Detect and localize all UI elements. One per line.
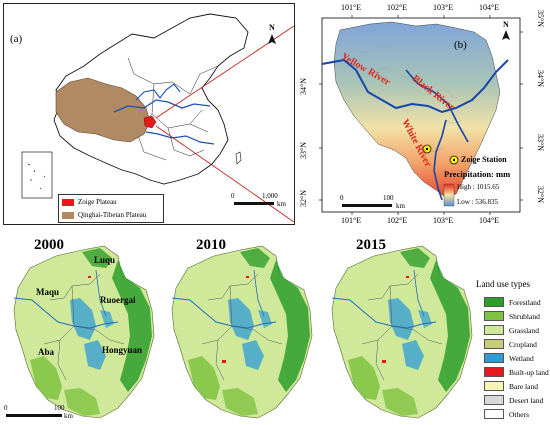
panel-a: (a) N 0 1,000 km Zoige Plateau Qinghai-T… <box>3 3 295 225</box>
panel-b: 101°E 102°E 103°E 104°E 101°E 102°E 103°… <box>296 0 550 232</box>
bottom-tick-2: 102°E <box>387 216 408 225</box>
zoige-region <box>333 21 501 199</box>
scale-end-b: 100 <box>383 194 394 202</box>
left-tick-2: 33°N <box>299 142 308 159</box>
left-tick-1: 34°N <box>299 78 308 95</box>
north-label-a: N <box>269 23 275 32</box>
legend-swatch <box>484 381 504 391</box>
scale-start-a: 0 <box>231 192 235 200</box>
legend-swatch <box>484 311 504 321</box>
scale-unit-a: km <box>277 200 286 208</box>
top-tick-2: 102°E <box>387 3 408 12</box>
legend-a-swatch-zoige <box>62 199 74 206</box>
top-tick-1: 101°E <box>341 3 362 12</box>
legend-a-label-qtp: Qinghai-Tibetan Plateau <box>78 211 147 219</box>
zoige-plateau <box>143 115 157 129</box>
year-2015: 2015 <box>356 237 386 253</box>
scale-bar-a <box>234 202 274 205</box>
legend-a-label-zoige: Zoige Plateau <box>78 198 117 206</box>
landuse-map-2000 <box>13 245 155 419</box>
legend-swatch <box>484 297 504 307</box>
legend-item-builtup: Built-up land <box>484 366 549 378</box>
legend-swatch <box>484 409 504 419</box>
top-tick-4: 104°E <box>479 3 500 12</box>
right-tick-4: 32°N <box>536 186 545 203</box>
legend-item-forestland: Forestland <box>484 296 541 308</box>
landuse-section: 2000 2010 2015 Luqu Maqu Ruoergai Aba Ho… <box>0 232 550 425</box>
legend-a-swatch-qtp <box>62 212 74 219</box>
right-tick-2: 34°N <box>536 70 545 87</box>
place-luqu: Luqu <box>94 255 116 265</box>
bottom-tick-1: 101°E <box>341 216 362 225</box>
year-2000: 2000 <box>34 237 64 253</box>
landuse-legend-title: Land use types <box>476 279 530 289</box>
north-arrow-b <box>502 30 510 40</box>
landuse-map-2015 <box>331 245 473 419</box>
black-river-line <box>405 69 469 143</box>
precip-legend-bar <box>443 183 455 207</box>
scale-unit-b: km <box>396 202 405 210</box>
legend-swatch <box>484 353 504 363</box>
legend-item-wetland: Wetland <box>484 352 534 364</box>
precip-map <box>319 15 523 215</box>
legend-item-bareland: Bare land <box>484 380 538 392</box>
scale-end-a: 1,000 <box>262 192 278 200</box>
scale-start-landuse: 0 <box>4 404 8 412</box>
legend-a: Zoige Plateau Qinghai-Tibetan Plateau <box>58 194 164 223</box>
qinghai-tibet-plateau <box>55 77 151 143</box>
landuse-map-2010 <box>171 245 313 419</box>
place-maqu: Maqu <box>36 287 60 297</box>
landuse-legend: Forestland Shrubland Grassland Cropland … <box>484 296 550 424</box>
precip-high: High : 1015.65 <box>457 183 500 191</box>
scale-end-landuse: 100 <box>54 404 65 412</box>
left-tick-3: 32°N <box>299 190 308 207</box>
legend-item-shrubland: Shrubland <box>484 310 540 322</box>
place-ruoergai: Ruoergai <box>100 295 136 305</box>
place-aba: Aba <box>38 347 55 357</box>
north-arrow-a <box>268 34 276 44</box>
precip-low: Low : 536.835 <box>457 198 499 206</box>
right-tick-1: 35°N <box>536 10 545 27</box>
precip-title: Precipitation: mm <box>444 169 511 179</box>
yellow-river-line <box>321 58 509 114</box>
scale-bar-landuse <box>6 414 62 417</box>
north-label-b: N <box>503 20 509 29</box>
legend-item-others: Others <box>484 408 529 420</box>
legend-item-grassland: Grassland <box>484 324 539 336</box>
landuse-maps <box>6 245 473 419</box>
legend-swatch <box>484 395 504 405</box>
legend-swatch <box>484 367 504 377</box>
panel-a-label: (a) <box>10 33 23 45</box>
legend-item-desertland: Desert land <box>484 394 543 406</box>
legend-swatch <box>484 339 504 349</box>
scale-unit-landuse: km <box>64 412 73 420</box>
top-tick-3: 103°E <box>433 3 454 12</box>
right-tick-3: 33°N <box>536 134 545 151</box>
legend-swatch <box>484 325 504 335</box>
bottom-tick-4: 104°E <box>479 216 500 225</box>
white-river-line <box>433 119 447 201</box>
panel-b-label: (b) <box>454 39 467 51</box>
place-hongyuan: Hongyuan <box>102 345 143 355</box>
bottom-tick-3: 103°E <box>433 216 454 225</box>
scale-start-b: 0 <box>340 194 344 202</box>
legend-item-cropland: Cropland <box>484 338 537 350</box>
china-map <box>21 13 294 223</box>
year-2010: 2010 <box>196 237 226 253</box>
scale-bar-b <box>342 204 392 207</box>
station-label: Zoige Station <box>461 155 507 164</box>
